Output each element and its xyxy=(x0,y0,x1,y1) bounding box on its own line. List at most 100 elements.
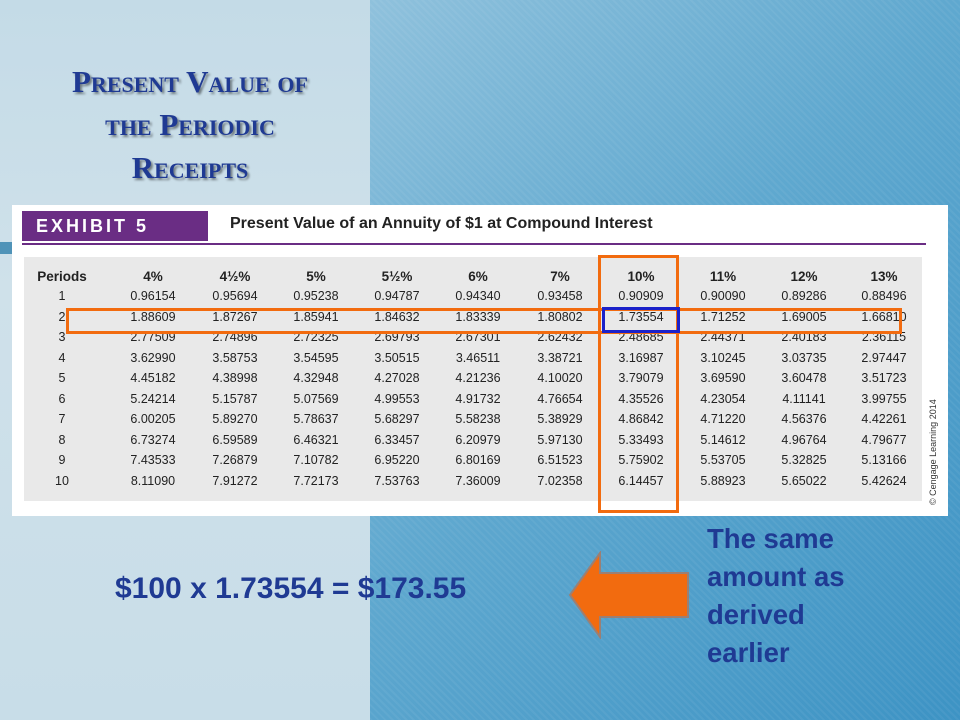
table-cell: 7.02358 xyxy=(537,473,583,488)
exhibit-title: Present Value of an Annuity of $1 at Com… xyxy=(230,215,653,232)
table-cell: 0.88496 xyxy=(861,289,907,303)
table-cell: 6.51523 xyxy=(537,453,583,467)
table-header-cell: 4% xyxy=(143,269,163,284)
table-period-cell: 1 xyxy=(58,289,66,303)
table-cell: 5.58238 xyxy=(455,412,501,426)
title-line-3: Receipts xyxy=(131,150,249,185)
table-cell: 6.46321 xyxy=(293,432,339,447)
table-cell: 3.46511 xyxy=(455,350,501,365)
table-cell: 4.56376 xyxy=(781,412,827,426)
table-cell: 3.54595 xyxy=(293,350,339,365)
table-header-cell: 6% xyxy=(468,269,488,284)
table-cell: 7.91272 xyxy=(212,473,258,488)
table-cell: 3.50515 xyxy=(374,350,420,365)
table-cell: 0.95694 xyxy=(212,289,258,303)
table-cell: 7.10782 xyxy=(293,453,339,467)
table-cell: 5.13166 xyxy=(861,453,907,467)
table-cell: 8.11090 xyxy=(130,473,176,488)
table-cell: 0.95238 xyxy=(293,289,339,303)
table-cell: 4.86842 xyxy=(618,412,664,426)
table-header-cell: 7% xyxy=(550,269,570,284)
table-cell: 6.80169 xyxy=(455,453,501,467)
table-cell: 6.59589 xyxy=(212,432,258,447)
highlight-cell-factor xyxy=(602,307,680,333)
exhibit-divider xyxy=(22,243,926,245)
table-cell: 3.10245 xyxy=(700,350,746,365)
table-cell: 1.84632 xyxy=(374,309,420,324)
table-cell: 4.35526 xyxy=(618,391,664,406)
table-cell: 4.99553 xyxy=(374,391,420,406)
table-cell: 6.95220 xyxy=(374,453,420,467)
table-cell: 7.43533 xyxy=(130,453,176,467)
table-cell: 4.27028 xyxy=(374,371,420,385)
table-cell: 4.45182 xyxy=(130,371,176,385)
table-cell: 0.90909 xyxy=(618,289,664,303)
table-cell: 6.14457 xyxy=(618,473,664,488)
table-period-cell: 2 xyxy=(58,309,66,324)
table-cell: 1.83339 xyxy=(455,309,501,324)
note-line-4: earlier xyxy=(707,637,790,668)
table-cell: 5.42624 xyxy=(861,473,907,488)
left-arrow-icon xyxy=(568,551,689,639)
table-header-cell: 11% xyxy=(709,269,737,284)
note-line-2: amount as xyxy=(707,561,845,592)
table-cell: 3.62990 xyxy=(130,350,176,365)
table-cell: 6.20979 xyxy=(455,432,501,447)
table-cell: 7.36009 xyxy=(455,473,501,488)
table-cell: 5.33493 xyxy=(618,432,664,447)
explanation-note: The same amount as derived earlier xyxy=(707,520,947,672)
table-period-cell: 3 xyxy=(58,330,66,344)
table-header-cell: 4½% xyxy=(219,269,251,284)
table-cell: 0.94787 xyxy=(374,289,420,303)
table-period-cell: 4 xyxy=(58,350,66,365)
table-cell: 6.33457 xyxy=(374,432,420,447)
table-cell: 4.71220 xyxy=(700,412,746,426)
table-cell: 4.10020 xyxy=(537,371,583,385)
table-cell: 1.88609 xyxy=(130,309,176,324)
table-cell: 5.68297 xyxy=(374,412,420,426)
table-cell: 5.14612 xyxy=(700,432,746,447)
table-cell: 0.93458 xyxy=(537,289,583,303)
table-period-cell: 8 xyxy=(58,432,66,447)
table-header-cell: 13% xyxy=(870,269,898,284)
table-cell: 4.79677 xyxy=(861,432,907,447)
table-cell: 7.72173 xyxy=(293,473,339,488)
title-line-1: Present Value of xyxy=(72,64,308,99)
table-header-cell: 5% xyxy=(306,269,326,284)
table-cell: 4.38998 xyxy=(212,371,258,385)
table-period-cell: 5 xyxy=(58,371,66,385)
table-cell: 4.42261 xyxy=(861,412,907,426)
equation-text: $100 x 1.73554 = $173.55 xyxy=(115,572,467,605)
exhibit-label: EXHIBIT 5 xyxy=(22,211,208,241)
table-period-cell: 6 xyxy=(58,391,66,406)
table-cell: 3.69590 xyxy=(700,371,746,385)
table-cell: 0.90090 xyxy=(700,289,746,303)
table-cell: 3.16987 xyxy=(618,350,664,365)
table-cell: 1.85941 xyxy=(293,309,339,324)
table-cell: 3.99755 xyxy=(861,391,907,406)
table-header-cell: 10% xyxy=(627,269,655,284)
table-cell: 3.03735 xyxy=(781,350,827,365)
highlight-column-10-percent xyxy=(598,255,679,513)
table-cell: 5.32825 xyxy=(781,453,827,467)
table-cell: 4.76654 xyxy=(537,391,583,406)
table-cell: 7.53763 xyxy=(374,473,420,488)
copyright-notice: © Cengage Learning 2014 xyxy=(928,399,938,505)
table-cell: 4.23054 xyxy=(700,391,746,406)
accent-square xyxy=(0,242,12,254)
highlight-row-period-2 xyxy=(66,308,902,334)
table-cell: 5.65022 xyxy=(781,473,827,488)
table-cell: 5.97130 xyxy=(537,432,583,447)
table-cell: 5.53705 xyxy=(700,453,746,467)
table-cell: 3.51723 xyxy=(861,371,907,385)
table-cell: 5.88923 xyxy=(700,473,746,488)
table-cell: 2.97447 xyxy=(861,350,907,365)
table-cell: 7.26879 xyxy=(212,453,258,467)
note-line-1: The same xyxy=(707,523,834,554)
table-cell: 3.58753 xyxy=(212,350,258,365)
exhibit-panel: EXHIBIT 5 Present Value of an Annuity of… xyxy=(12,205,948,516)
table-cell: 5.38929 xyxy=(537,412,583,426)
table-cell: 1.73554 xyxy=(618,309,664,324)
table-header-cell: Periods xyxy=(37,269,87,284)
table-cell: 1.87267 xyxy=(212,309,258,324)
